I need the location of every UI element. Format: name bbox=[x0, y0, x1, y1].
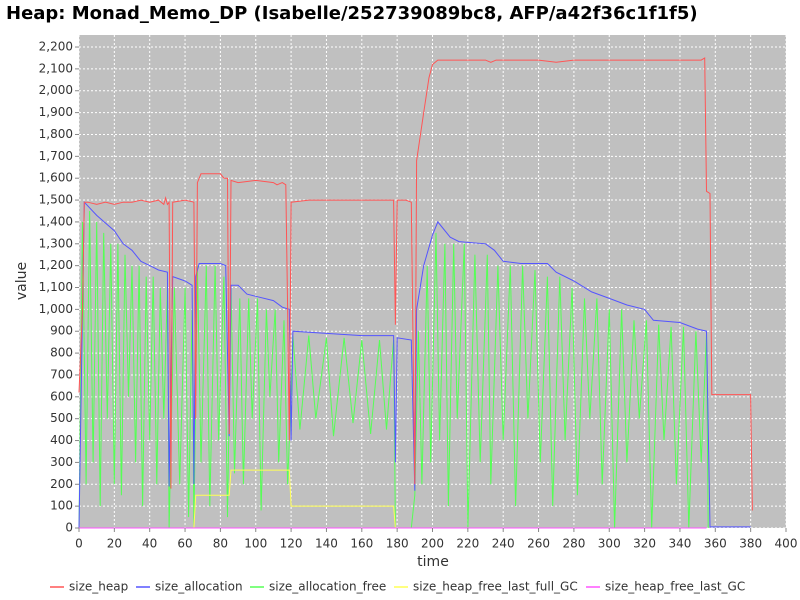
y-tick-label: 1,400 bbox=[39, 214, 73, 228]
legend-label: size_heap_free_last_GC bbox=[605, 580, 745, 594]
x-tick-label: 320 bbox=[633, 537, 656, 551]
y-tick-label: 600 bbox=[50, 389, 73, 403]
series-line bbox=[78, 210, 709, 529]
y-tick-label: 1,700 bbox=[39, 149, 73, 163]
x-tick-label: 120 bbox=[280, 537, 303, 551]
series-line bbox=[79, 469, 707, 529]
legend-label: size_heap bbox=[69, 580, 128, 594]
y-tick-label: 2,200 bbox=[39, 40, 73, 54]
series-line bbox=[78, 57, 753, 511]
y-tick-label: 0 bbox=[65, 521, 73, 535]
y-tick-label: 1,500 bbox=[39, 193, 73, 207]
y-tick-label: 2,100 bbox=[39, 61, 73, 75]
x-tick-label: 180 bbox=[386, 537, 409, 551]
x-tick-label: 400 bbox=[775, 537, 798, 551]
series-line bbox=[78, 200, 751, 529]
x-tick-label: 240 bbox=[492, 537, 515, 551]
x-tick-label: 80 bbox=[213, 537, 228, 551]
y-tick-label: 1,300 bbox=[39, 236, 73, 250]
x-tick-label: 60 bbox=[177, 537, 192, 551]
x-tick-label: 0 bbox=[75, 537, 83, 551]
y-tick-label: 100 bbox=[50, 499, 73, 513]
x-tick-label: 260 bbox=[527, 537, 550, 551]
y-tick-label: 400 bbox=[50, 433, 73, 447]
x-tick-label: 220 bbox=[456, 537, 479, 551]
y-tick-label: 1,100 bbox=[39, 280, 73, 294]
y-tick-label: 900 bbox=[50, 324, 73, 338]
axes: 01002003004005006007008009001,0001,1001,… bbox=[39, 40, 798, 551]
x-axis-label: time bbox=[417, 554, 449, 570]
legend: size_heap size_allocation size_allocation_… bbox=[50, 580, 745, 594]
y-tick-label: 700 bbox=[50, 367, 73, 381]
y-tick-label: 1,200 bbox=[39, 258, 73, 272]
x-tick-label: 160 bbox=[350, 537, 373, 551]
y-tick-label: 500 bbox=[50, 411, 73, 425]
x-tick-label: 200 bbox=[421, 537, 444, 551]
x-tick-label: 140 bbox=[315, 537, 338, 551]
x-tick-label: 380 bbox=[739, 537, 762, 551]
y-tick-label: 2,000 bbox=[39, 83, 73, 97]
x-tick-label: 20 bbox=[107, 537, 122, 551]
y-axis-label: value bbox=[14, 262, 30, 300]
x-tick-label: 280 bbox=[562, 537, 585, 551]
legend-label: size_allocation bbox=[155, 580, 243, 594]
legend-label: size_allocation_free bbox=[269, 580, 386, 594]
lines bbox=[78, 57, 753, 529]
x-tick-label: 100 bbox=[244, 537, 267, 551]
x-tick-label: 340 bbox=[668, 537, 691, 551]
y-tick-label: 300 bbox=[50, 455, 73, 469]
x-tick-label: 360 bbox=[704, 537, 727, 551]
y-tick-label: 1,900 bbox=[39, 105, 73, 119]
x-tick-label: 300 bbox=[598, 537, 621, 551]
y-tick-label: 1,000 bbox=[39, 302, 73, 316]
y-tick-label: 200 bbox=[50, 477, 73, 491]
y-tick-label: 800 bbox=[50, 346, 73, 360]
y-tick-label: 1,600 bbox=[39, 171, 73, 185]
x-tick-label: 40 bbox=[142, 537, 157, 551]
chart-title: Heap: Monad_Memo_DP (Isabelle/252739089b… bbox=[6, 3, 698, 24]
y-tick-label: 1,800 bbox=[39, 127, 73, 141]
legend-label: size_heap_free_last_full_GC bbox=[413, 580, 578, 594]
